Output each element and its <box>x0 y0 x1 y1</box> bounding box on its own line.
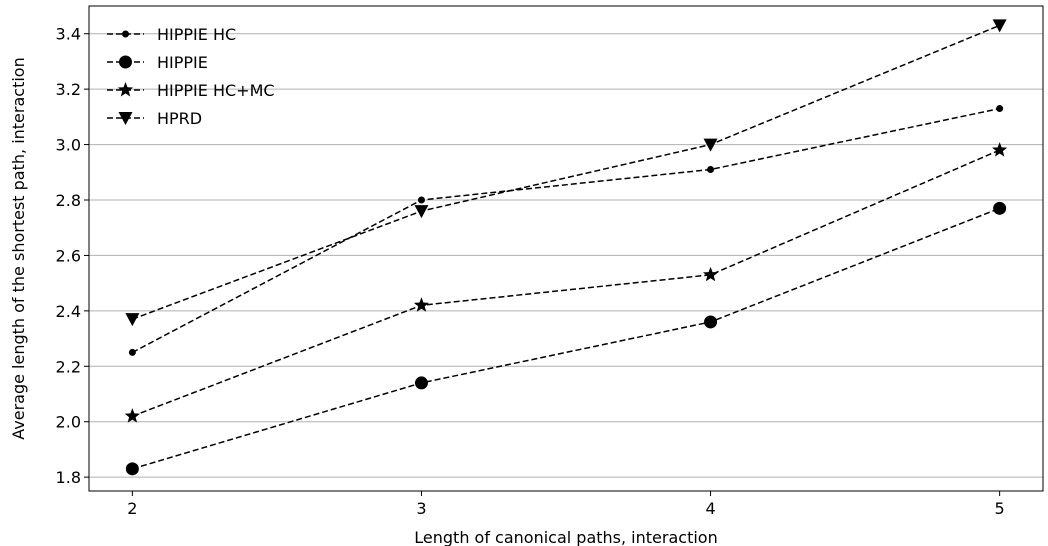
series-hippie <box>125 201 1007 476</box>
y-tick-label: 3.0 <box>56 136 81 155</box>
grid-lines <box>89 33 1043 478</box>
y-tick-label: 2.8 <box>56 191 81 210</box>
x-tick-label: 4 <box>705 499 715 518</box>
y-tick-label: 2.2 <box>56 357 81 376</box>
plot-frame <box>88 5 1044 492</box>
data-point <box>993 201 1007 215</box>
y-tick-label: 2.4 <box>56 302 81 321</box>
data-point <box>125 313 140 327</box>
series-hprd <box>125 19 1007 327</box>
x-axis-label: Length of canonical paths, interaction <box>414 528 717 546</box>
data-point <box>413 297 430 312</box>
series-line <box>132 24 1000 320</box>
series-line <box>132 107 1000 354</box>
series-line <box>132 207 1000 470</box>
legend-marker <box>122 30 129 38</box>
series-line <box>132 149 1000 417</box>
data-point <box>703 138 718 152</box>
y-tick-label: 2.6 <box>56 246 81 265</box>
legend-marker <box>119 55 132 69</box>
data-point <box>417 196 425 204</box>
legend-entry: HPRD <box>107 109 202 128</box>
legend-entry: HIPPIE HC+MC <box>107 81 275 100</box>
data-point <box>124 408 140 423</box>
legend-entry: HIPPIE HC <box>107 25 236 44</box>
x-tick-label: 3 <box>416 499 426 518</box>
legend-label: HIPPIE HC <box>157 25 236 44</box>
legend-marker <box>117 82 134 97</box>
data-point <box>707 166 715 174</box>
series-hippie-hc <box>128 105 1004 356</box>
legend-marker <box>118 112 133 125</box>
y-tick-label: 2.0 <box>56 413 81 432</box>
x-axis-ticks: 2 3 4 5 <box>127 491 1005 518</box>
data-point <box>996 105 1004 113</box>
data-point <box>414 376 428 390</box>
data-point <box>414 205 429 219</box>
x-tick-label: 5 <box>995 499 1005 518</box>
legend-entry: HIPPIE <box>107 53 208 72</box>
y-axis-ticks: 1.8 2.0 2.2 2.4 2.6 2.8 3.0 3.2 3.4 <box>56 25 89 487</box>
legend: HIPPIE HC HIPPIE HIPPIE HC+MC HPRD <box>107 25 275 128</box>
data-point <box>704 315 718 329</box>
data-point <box>992 142 1008 157</box>
legend-label: HIPPIE <box>157 53 208 72</box>
data-point <box>992 19 1007 33</box>
y-tick-label: 3.2 <box>56 80 81 99</box>
data-point <box>702 266 719 282</box>
series-layer <box>124 19 1008 476</box>
legend-label: HPRD <box>157 109 202 128</box>
x-tick-label: 2 <box>127 499 137 518</box>
legend-label: HIPPIE HC+MC <box>157 81 275 100</box>
data-point <box>125 462 139 476</box>
y-tick-label: 1.8 <box>56 468 81 487</box>
y-axis-label: Average length of the shortest path, int… <box>9 57 28 439</box>
series-hippie-hc-mc <box>124 142 1008 423</box>
data-point <box>128 348 136 356</box>
y-tick-label: 3.4 <box>56 25 81 44</box>
